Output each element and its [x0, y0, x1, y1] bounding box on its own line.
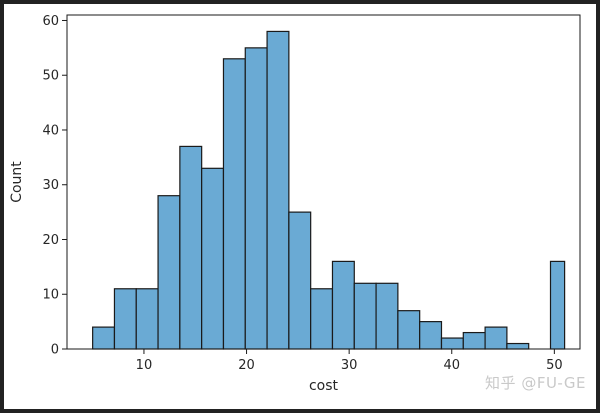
y-tick-label: 60 [42, 14, 59, 29]
y-axis-label: Count [9, 161, 25, 203]
y-tick-label: 0 [51, 343, 59, 358]
histogram-bar [375, 282, 399, 350]
x-tick-label: 10 [136, 358, 153, 373]
y-axis-ticks: 0 10 20 30 40 50 60 [42, 14, 67, 358]
figure-canvas: 10 20 30 40 50 0 10 20 30 40 50 60 cost Count 知乎 @… [4, 4, 596, 409]
histogram-chart: 10 20 30 40 50 0 10 20 30 40 50 60 cost Count [9, 14, 581, 394]
histogram-bar [353, 282, 377, 350]
histogram-bar [462, 331, 486, 350]
histogram-bar [310, 288, 334, 350]
x-tick-label: 40 [443, 358, 460, 373]
y-tick-label: 10 [42, 288, 59, 303]
histogram-bars [92, 30, 566, 350]
histogram-bar [244, 47, 268, 350]
y-tick-label: 40 [42, 123, 59, 138]
histogram-bar [288, 211, 312, 350]
histogram-bar [179, 145, 203, 350]
histogram-bar [440, 337, 464, 350]
histogram-bar [331, 260, 355, 350]
x-tick-label: 20 [238, 358, 255, 373]
histogram-bar [506, 342, 530, 350]
histogram-bar [484, 326, 508, 350]
x-tick-label: 50 [546, 358, 563, 373]
histogram-bar [113, 288, 137, 350]
y-tick-label: 50 [42, 69, 59, 84]
x-tick-label: 30 [341, 358, 358, 373]
histogram-bar [222, 58, 246, 350]
histogram-bar [92, 326, 116, 350]
histogram-bar [266, 30, 290, 350]
x-axis-label: cost [309, 378, 339, 394]
histogram-bar [549, 260, 566, 350]
y-tick-label: 30 [42, 178, 59, 193]
plot-area-frame [66, 14, 581, 350]
y-tick-label: 20 [42, 233, 59, 248]
histogram-bar [397, 310, 421, 350]
histogram-bar [135, 288, 159, 350]
histogram-bar [201, 167, 225, 350]
histogram-bar [419, 321, 443, 350]
x-axis-ticks: 10 20 30 40 50 [136, 349, 563, 373]
watermark-text: 知乎 @FU-GE [485, 374, 586, 392]
histogram-bar [157, 195, 181, 350]
